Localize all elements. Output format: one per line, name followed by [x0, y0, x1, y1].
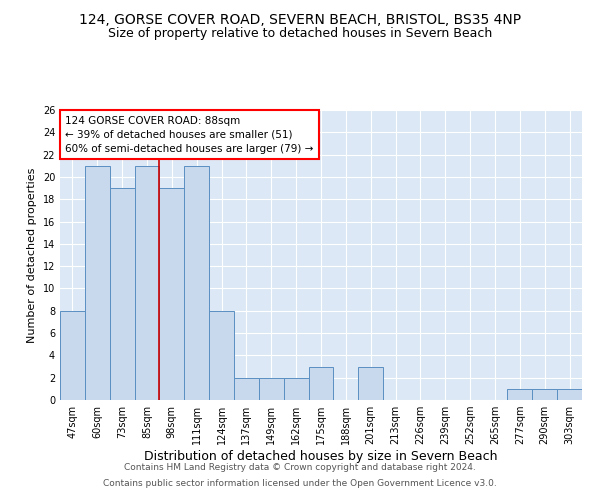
Bar — [60, 311, 85, 400]
Text: Contains HM Land Registry data © Crown copyright and database right 2024.: Contains HM Land Registry data © Crown c… — [124, 464, 476, 472]
Bar — [85, 166, 110, 400]
Bar — [184, 166, 209, 400]
Text: Contains public sector information licensed under the Open Government Licence v3: Contains public sector information licen… — [103, 478, 497, 488]
Bar — [358, 366, 383, 400]
Text: 124, GORSE COVER ROAD, SEVERN BEACH, BRISTOL, BS35 4NP: 124, GORSE COVER ROAD, SEVERN BEACH, BRI… — [79, 12, 521, 26]
Bar — [308, 366, 334, 400]
Bar — [110, 188, 134, 400]
Y-axis label: Number of detached properties: Number of detached properties — [27, 168, 37, 342]
X-axis label: Distribution of detached houses by size in Severn Beach: Distribution of detached houses by size … — [144, 450, 498, 463]
Bar — [160, 188, 184, 400]
Bar — [259, 378, 284, 400]
Bar — [508, 389, 532, 400]
Bar — [557, 389, 582, 400]
Bar — [284, 378, 308, 400]
Text: Size of property relative to detached houses in Severn Beach: Size of property relative to detached ho… — [108, 28, 492, 40]
Bar — [134, 166, 160, 400]
Text: 124 GORSE COVER ROAD: 88sqm
← 39% of detached houses are smaller (51)
60% of sem: 124 GORSE COVER ROAD: 88sqm ← 39% of det… — [65, 116, 313, 154]
Bar — [234, 378, 259, 400]
Bar — [532, 389, 557, 400]
Bar — [209, 311, 234, 400]
